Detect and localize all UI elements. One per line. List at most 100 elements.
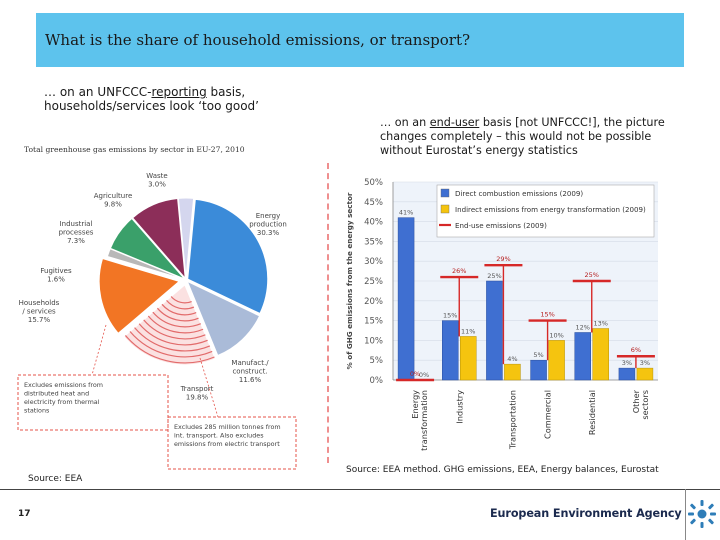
bar-indirect-transportation <box>504 363 521 381</box>
y-tick-label: 45% <box>364 198 383 208</box>
y-tick-label: 30% <box>364 257 383 267</box>
bar-label-direct-energy-transformation: 41% <box>399 209 413 217</box>
pie-slice-fugitives <box>106 248 185 280</box>
pie-annotation-2: Excludes 285 million tonnes from int. tra… <box>174 423 281 448</box>
pie-slice-hatch <box>161 303 197 316</box>
pie-slice-agriculture <box>131 197 186 280</box>
bar-direct-commercial <box>530 359 547 381</box>
legend-entry-1: Direct combustion emissions (2009) <box>455 189 583 198</box>
pie-slice-hatch <box>134 327 211 352</box>
pie-slice-hatch <box>170 296 192 304</box>
pie-slice-hatch <box>166 300 195 310</box>
y-tick-label: 40% <box>364 218 383 228</box>
bar-indirect-residential <box>592 328 609 381</box>
pie-slice-energy-production <box>187 198 269 315</box>
pie-slice-waste <box>177 197 195 279</box>
pie-chart-title: Total greenhouse gas emissions by sector… <box>24 145 245 154</box>
legend-box <box>436 184 655 238</box>
bar-label-direct-residential: 12% <box>576 323 590 331</box>
column-divider <box>327 163 329 463</box>
bar-label-indirect-residential: 13% <box>594 320 608 328</box>
bar-direct-industry <box>442 320 459 381</box>
pie-slice-households-services <box>98 257 181 335</box>
legend-entry-2: Indirect emissions from energy transform… <box>455 205 646 214</box>
pie-label-agriculture: Agriculture 9.8% <box>94 192 133 209</box>
pie-chart: Waste 3.0% Energy production 30.3% Manufact./… <box>17 172 297 470</box>
bar-label-end-use-industry: 26% <box>452 267 466 275</box>
bar-label-direct-transportation: 25% <box>487 272 501 280</box>
category-label-other-sectors: Othersectors <box>631 389 650 419</box>
right-note-underlined: end-user <box>429 116 480 129</box>
left-note-prefix: … on an UNFCCC- <box>44 85 152 99</box>
footer-separator <box>685 489 686 540</box>
y-tick-label: 20% <box>364 297 383 307</box>
bar-label-end-use-energy-transformation: 0% <box>410 370 420 378</box>
bar-direct-residential <box>574 332 591 381</box>
bar-label-direct-commercial: 5% <box>533 351 543 359</box>
page-title: What is the share of household emissions… <box>45 31 471 49</box>
pie-label-fugitives: Fugitives 1.6% <box>40 267 72 284</box>
bar-indirect-other-sectors <box>636 367 654 381</box>
source-left: Source: EEA <box>28 474 83 484</box>
bar-direct-other-sectors <box>618 367 636 381</box>
y-tick-label: 10% <box>364 336 383 346</box>
footer-rule <box>0 489 720 490</box>
pie-slice-hatch <box>152 311 202 328</box>
y-tick-label: 5% <box>370 356 384 366</box>
pie-slice-manufact-construct <box>186 280 261 357</box>
legend-swatch-1 <box>440 188 450 198</box>
page-number: 17 <box>18 509 31 519</box>
bar-direct-energy-transformation <box>397 217 415 381</box>
pie-label-energy-production: Energy production 30.3% <box>249 212 287 237</box>
left-note-underlined: reporting <box>151 85 207 99</box>
category-label-commercial: Commercial <box>543 390 553 439</box>
category-label-transportation: Transportation <box>507 390 517 450</box>
category-label-residential: Residential <box>587 390 597 435</box>
eea-logo-icon <box>688 500 716 528</box>
bar-label-indirect-other-sectors: 3% <box>640 359 650 367</box>
pie-annotation-box-1 <box>17 374 169 431</box>
y-axis-label: % of GHG emissions from the energy secto… <box>345 192 354 369</box>
bar-indirect-industry <box>460 336 477 381</box>
pie-annotation-1: Excludes emissions from distributed heat … <box>24 381 103 415</box>
pie-label-households-services: Households / services 15.7% <box>19 299 60 324</box>
left-note: … on an UNFCCC-reporting basis, househol… <box>44 85 334 113</box>
bar-label-indirect-energy-transformation: 0% <box>419 371 429 379</box>
bar-chart: 0% 5% 10% 15% 20% 25% 30% 35% 40% 45% 50% % of GHG … <box>345 178 658 451</box>
y-tick-label: 25% <box>364 277 383 287</box>
category-label-industry: Industry <box>454 390 464 424</box>
bar-label-end-use-residential: 25% <box>585 271 599 279</box>
pie-label-manufact-construct: Manufact./construct. 11.6% <box>231 359 269 384</box>
bar-direct-transportation <box>486 280 503 381</box>
bar-label-indirect-transportation: 4% <box>507 355 517 363</box>
bar-label-end-use-transportation: 29% <box>496 255 510 263</box>
annotation-connector-1 <box>91 324 107 376</box>
right-note: … on an end-user basis [not UNFCCC!], th… <box>380 116 690 158</box>
pie-label-waste: Waste 3.0% <box>146 172 167 189</box>
legend-swatch-2 <box>440 204 450 214</box>
pie-slice-hatch <box>156 307 199 322</box>
pie-slice-hatch <box>147 315 204 334</box>
pie-slice-hatch <box>138 323 208 346</box>
category-label-energy-transformation: Energytransformation <box>410 390 429 451</box>
pie-slice-industrial-processes <box>109 217 185 280</box>
left-note-suffix: basis, households/services look ‘too goo… <box>44 85 259 113</box>
pie-slice-hatch <box>124 335 215 364</box>
source-right: Source: EEA method. GHG emissions, EEA, … <box>346 465 659 475</box>
bar-label-end-use-other-sectors: 6% <box>631 346 641 354</box>
y-tick-label: 35% <box>364 237 383 247</box>
y-tick-label: 15% <box>364 317 383 327</box>
bar-indirect-commercial <box>548 340 565 381</box>
bar-label-direct-other-sectors: 3% <box>622 359 632 367</box>
pie-label-transport: Transport 19.8% <box>180 385 214 402</box>
bar-label-indirect-commercial: 10% <box>549 331 563 339</box>
y-tick-label: 0% <box>370 376 384 386</box>
legend-entry-3: End-use emissions (2009) <box>455 221 547 230</box>
title-banner: What is the share of household emissions… <box>36 13 684 67</box>
pie-slice-hatch <box>129 331 213 358</box>
y-tick-label: 50% <box>364 178 383 188</box>
bar-label-indirect-industry: 11% <box>461 327 475 335</box>
bar-label-end-use-commercial: 15% <box>540 311 554 319</box>
organization-name: European Environment Agency <box>490 507 682 520</box>
bar-label-direct-industry: 15% <box>443 312 457 320</box>
